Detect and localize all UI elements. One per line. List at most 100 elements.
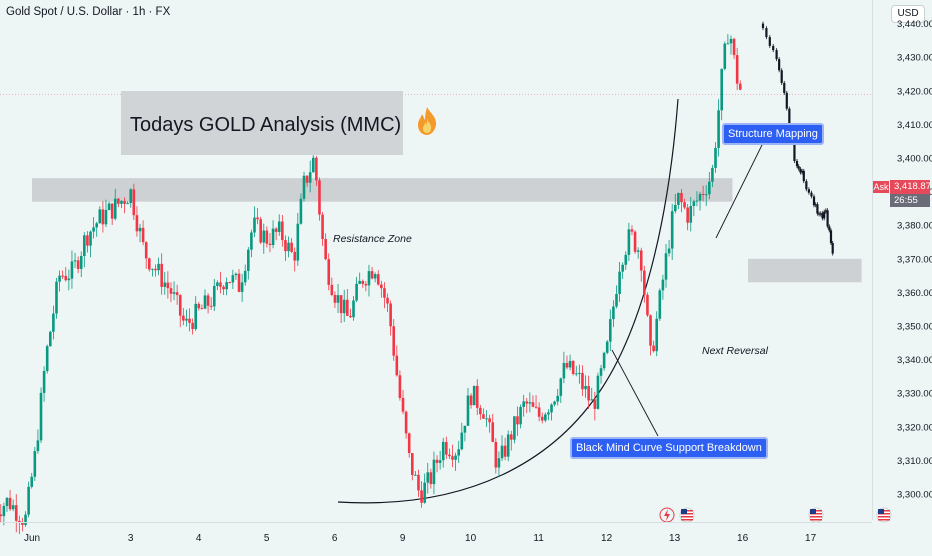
candle [358, 272, 361, 284]
candle [247, 246, 250, 280]
candle [639, 247, 643, 282]
candle-body [723, 43, 727, 69]
flag-stripe [681, 519, 693, 521]
candle-body [209, 305, 213, 307]
candle [485, 410, 488, 427]
candle [370, 266, 374, 280]
candle [723, 41, 727, 71]
candle [686, 204, 689, 231]
candle [2, 502, 6, 526]
candle [401, 389, 405, 415]
projection-body [810, 192, 813, 197]
candle [720, 68, 723, 121]
candle [141, 220, 145, 246]
candle [318, 177, 321, 221]
candle [513, 416, 516, 444]
candle [599, 364, 603, 384]
candle [531, 395, 535, 408]
candle-body [33, 451, 37, 477]
projection-candle [801, 168, 804, 175]
candle-body [148, 258, 151, 270]
candle [197, 301, 201, 311]
candle-body [237, 273, 241, 292]
candle [590, 387, 594, 401]
candle [206, 293, 210, 314]
candle [435, 455, 439, 473]
candle [194, 296, 198, 331]
time-axis[interactable]: Jun3456910111213161718 [0, 522, 885, 551]
candle-body [370, 271, 374, 279]
candle [191, 318, 194, 335]
candle-body [36, 440, 40, 452]
candle-body [11, 505, 15, 510]
candle-body [479, 407, 482, 415]
candle [729, 35, 733, 55]
candle [652, 340, 655, 353]
candle-body [358, 280, 361, 284]
time-tick: 9 [400, 533, 406, 544]
candle-body [667, 248, 671, 254]
candle [104, 199, 108, 228]
next-reversal-label: Next Reversal [702, 345, 768, 357]
candle [386, 293, 389, 313]
candle-body [615, 293, 618, 307]
projection-candle [819, 211, 822, 217]
candle [11, 499, 15, 512]
price-tick: 3,340.00 [897, 355, 932, 366]
projection-body [812, 196, 816, 206]
candle-countdown: 26:55 [890, 194, 930, 207]
candle-body [417, 474, 420, 491]
candle [281, 214, 284, 247]
candle [228, 281, 232, 284]
candle [352, 296, 355, 321]
flag-stripe [810, 516, 822, 518]
candle [525, 397, 529, 414]
flag-canton [878, 509, 884, 514]
price-axis[interactable]: 3,300.00 3,310.00 3,320.00 3,330.00 3,340.00… [872, 0, 932, 520]
candle-body [528, 402, 532, 404]
candle-body [711, 167, 714, 182]
candle [445, 436, 448, 460]
candle-body [52, 313, 55, 332]
candle [658, 288, 662, 321]
projection-body [807, 189, 810, 193]
candle [327, 253, 331, 291]
candle [738, 80, 742, 91]
projection-candle [799, 166, 802, 175]
candle-body [284, 240, 287, 252]
candle [509, 430, 513, 451]
candle-body [76, 260, 80, 269]
candle [27, 481, 30, 518]
candle [677, 192, 680, 209]
candle [336, 283, 340, 314]
candle [701, 185, 705, 202]
projection-candle [821, 211, 824, 221]
projection-candle [828, 224, 831, 233]
candle [355, 276, 358, 303]
candle-body [612, 306, 615, 320]
candle-body [61, 275, 64, 277]
candle-body [253, 217, 256, 233]
candle-body [67, 278, 71, 281]
projection-body [821, 213, 824, 219]
candle-body [172, 292, 176, 294]
candle [627, 222, 631, 261]
event-icons [659, 507, 892, 523]
candle-body [305, 175, 309, 183]
candle [250, 229, 253, 258]
candle-body [553, 401, 556, 405]
projection-body [788, 108, 791, 127]
candle [8, 490, 12, 512]
candle [79, 251, 83, 277]
candle-body [380, 284, 383, 289]
currency-button[interactable]: USD [891, 5, 925, 23]
candle-body [420, 490, 423, 503]
candle [612, 300, 615, 328]
candle-body [315, 157, 318, 181]
candle-body [265, 230, 269, 244]
candle-body [441, 441, 445, 461]
candle [389, 300, 392, 336]
candle [364, 280, 368, 292]
